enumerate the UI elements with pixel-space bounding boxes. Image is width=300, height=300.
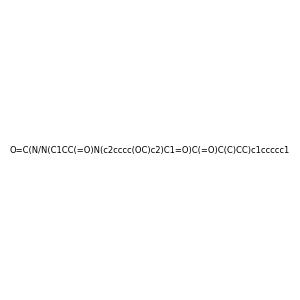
- Text: O=C(N/N(C1CC(=O)N(c2cccc(OC)c2)C1=O)C(=O)C(C)CC)c1ccccc1: O=C(N/N(C1CC(=O)N(c2cccc(OC)c2)C1=O)C(=O…: [10, 146, 290, 154]
